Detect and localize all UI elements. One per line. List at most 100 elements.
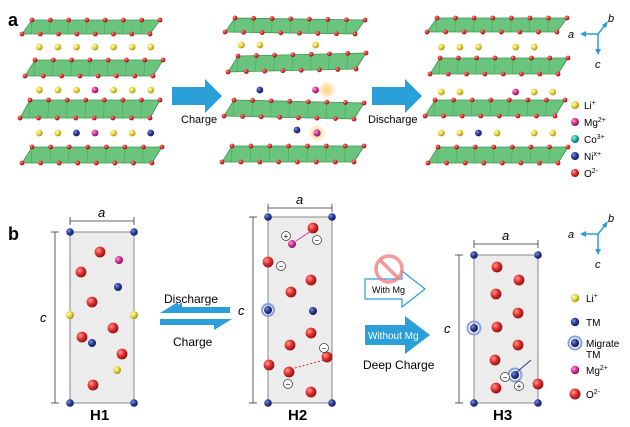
no-symbol-icon <box>374 254 404 284</box>
legend-a-swatch <box>571 152 579 160</box>
oxygen-atom <box>298 67 304 73</box>
oxygen-atom <box>547 55 553 61</box>
oxygen-atom <box>546 15 551 21</box>
oxygen-atom <box>77 73 83 79</box>
oxygen-atom <box>462 160 468 166</box>
oxygen-atom <box>142 57 148 63</box>
oxygen-atom <box>36 115 41 121</box>
h3-atom <box>511 371 519 379</box>
axis-b-label: b <box>608 13 614 25</box>
oxygen-atom <box>48 144 53 150</box>
lithium-ion <box>73 43 80 51</box>
transition-metal-corner <box>264 399 272 407</box>
oxygen-atom <box>243 69 249 74</box>
lithium-ion <box>73 86 80 94</box>
nickel-ion <box>256 86 264 94</box>
oxygen-atom <box>305 99 311 105</box>
charge-symbol: − <box>279 262 284 271</box>
oxygen-atom <box>102 17 108 23</box>
oxygen-atom <box>552 113 558 119</box>
oxygen-atom <box>257 159 263 165</box>
lithium-ion <box>312 41 319 49</box>
transition-metal-corner <box>470 399 478 407</box>
oxygen-atom <box>498 29 504 35</box>
oxygen-atom <box>296 30 302 36</box>
oxygen-atom <box>565 144 571 150</box>
oxygen-atom <box>327 51 332 57</box>
oxygen-atom <box>344 17 349 23</box>
lattice-dimension-lines <box>51 204 539 404</box>
legend-a-swatch <box>571 135 579 143</box>
lithium-ion <box>147 86 155 94</box>
oxygen-atom <box>443 29 448 35</box>
oxygen-atom <box>464 71 469 77</box>
octahedral-slab <box>19 144 165 166</box>
magnesium-ion <box>512 88 519 96</box>
lithium-ion <box>91 43 99 51</box>
h1-atom <box>88 339 96 347</box>
oxygen-atom <box>459 113 465 119</box>
charge-symbol: − <box>286 380 291 389</box>
oxygen-atom <box>295 159 300 165</box>
h1-a-label: a <box>98 205 105 220</box>
oxygen-atom <box>38 160 43 166</box>
nickel-ion <box>293 126 301 134</box>
oxygen-atom <box>277 114 283 120</box>
h2-a-label: a <box>296 192 303 207</box>
octahedral-slab <box>19 17 163 37</box>
transition-metal-corner <box>534 251 542 259</box>
lithium-ion <box>128 86 136 94</box>
h2-atom <box>264 306 272 314</box>
oxygen-atom <box>74 31 80 37</box>
oxygen-atom <box>27 97 33 103</box>
legend-b-label: TM <box>586 350 600 361</box>
oxygen-atom <box>454 144 459 150</box>
oxygen-atom <box>56 160 62 166</box>
h2-atom <box>305 327 317 339</box>
oxygen-atom <box>17 115 23 121</box>
oxygen-atom <box>114 73 119 79</box>
h3-atom <box>513 274 525 286</box>
legend-a-swatch <box>571 169 579 177</box>
oxygen-atom <box>534 113 539 119</box>
legend-a-label: Mg2+ <box>584 117 606 129</box>
oxygen-atom <box>157 97 163 103</box>
oxygen-atom <box>87 57 93 63</box>
oxygen-atom <box>240 114 245 119</box>
h3-atom <box>491 261 503 273</box>
discharge-arrow <box>372 79 422 113</box>
oxygen-atom <box>124 57 129 63</box>
legend-a-label: O2- <box>584 168 599 180</box>
transition-metal-corner <box>130 228 138 236</box>
h3-atom <box>490 288 502 300</box>
oxygen-atom <box>315 31 321 36</box>
oxygen-atom <box>235 53 241 59</box>
oxygen-atom <box>69 57 74 63</box>
oxygen-atom <box>490 15 496 21</box>
h3-c-label: c <box>444 321 451 336</box>
octahedral-slab <box>427 55 571 77</box>
transition-metal-corner <box>534 399 542 407</box>
oxygen-atom <box>66 144 72 150</box>
oxygen-atom <box>120 97 126 103</box>
octahedral-slab <box>225 50 369 75</box>
lithium-ion <box>549 88 557 96</box>
oxygen-atom <box>278 30 284 36</box>
legend-b-swatch <box>570 317 580 327</box>
charge-arrow <box>172 79 222 113</box>
oxygen-atom <box>510 55 516 61</box>
h1-atom <box>116 348 128 360</box>
oxygen-atom <box>288 16 294 22</box>
oxygen-atom <box>343 100 348 105</box>
legend-a-label: Co3+ <box>584 134 605 146</box>
legend-b-label: Mg2+ <box>586 365 608 377</box>
oxygen-atom <box>361 143 367 149</box>
lithium-ion <box>437 43 445 51</box>
lithium-ion <box>110 86 117 94</box>
oxygen-atom <box>317 67 322 73</box>
oxygen-atom <box>139 17 145 23</box>
octahedral-slab <box>222 15 368 37</box>
charge-symbol: − <box>322 344 327 353</box>
h1-cell <box>66 228 138 407</box>
